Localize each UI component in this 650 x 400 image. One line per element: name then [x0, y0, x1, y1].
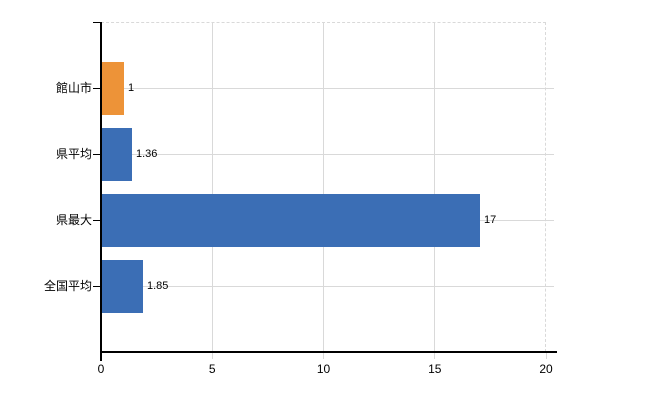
x-tick — [323, 353, 324, 359]
category-tick — [93, 219, 101, 221]
x-tick — [211, 353, 213, 359]
category-tick — [93, 153, 101, 155]
category-tick — [93, 87, 101, 89]
category-label: 館山市 — [55, 81, 92, 95]
category-tick — [93, 285, 101, 287]
y-gridline — [101, 153, 554, 155]
x-gridline — [434, 22, 436, 352]
x-gridline — [211, 22, 213, 352]
category-label: 県最大 — [55, 213, 92, 227]
x-tick — [545, 353, 547, 359]
x-tick-label: 10 — [316, 362, 331, 376]
y-axis — [100, 22, 102, 361]
category-label: 県平均 — [55, 147, 92, 161]
x-tick — [434, 353, 436, 359]
y-axis-top-tick — [93, 21, 101, 23]
bar — [102, 193, 480, 247]
x-tick-label: 0 — [97, 362, 105, 376]
category-label: 全国平均 — [43, 279, 92, 293]
bar-value-label: 1.36 — [136, 148, 158, 160]
bar — [102, 61, 124, 115]
y-gridline — [101, 87, 554, 89]
bar-value-label: 1 — [128, 82, 135, 94]
bar — [102, 259, 143, 313]
x-axis — [100, 351, 557, 353]
x-tick-label: 5 — [208, 362, 216, 376]
bar — [102, 127, 132, 181]
x-tick-label: 15 — [428, 362, 442, 376]
x-gridline — [323, 22, 324, 352]
bar-value-label: 1.85 — [147, 280, 169, 292]
x-tick-label: 20 — [539, 362, 553, 376]
bar-value-label: 17 — [484, 214, 497, 226]
y-gridline — [101, 285, 554, 287]
